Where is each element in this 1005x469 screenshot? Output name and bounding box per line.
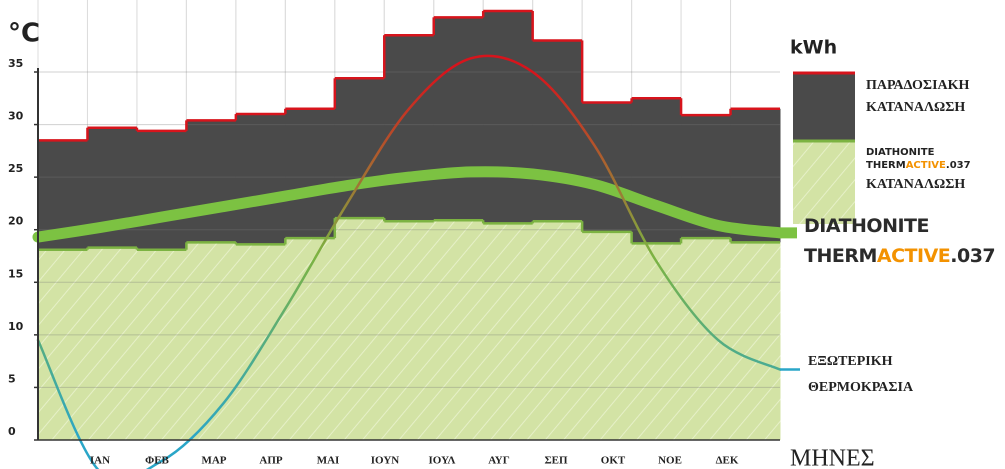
x-axis-title: ΜΗΝΕΣ: [790, 446, 875, 469]
step-bar: [532, 221, 583, 440]
y-tick-label: 15: [8, 267, 23, 280]
label-part: ΚΑΤΑΝΑΛΩΣΗ: [866, 177, 965, 192]
x-tick-label: ΑΠΡ: [259, 455, 283, 467]
y-tick-label: 10: [8, 320, 24, 333]
x-tick-label: ΜΑΡ: [201, 455, 226, 467]
x-tick-label: ΙΟΥΝ: [371, 455, 399, 467]
label-part: .037: [946, 160, 971, 171]
x-tick-label: ΑΥΓ: [488, 455, 509, 467]
legend-label: ΚΑΤΑΝΑΛΩΣΗ: [866, 177, 965, 192]
legend-label: DIATHONITE: [866, 147, 935, 158]
y-tick-label: 35: [8, 57, 23, 70]
label-part: ΚΑΤΑΝΑΛΩΣΗ: [866, 100, 965, 115]
unit-label: kWh: [790, 37, 837, 59]
curve-label: ΕΞΩΤΕΡΙΚΗ: [808, 354, 893, 369]
step-bar: [730, 242, 781, 440]
chart-title: °C: [8, 19, 40, 49]
step-bar: [433, 220, 484, 440]
label-part: THERM: [804, 245, 877, 267]
step-bar: [285, 238, 336, 440]
x-tick-label: ΣΕΠ: [544, 455, 568, 467]
label-part: DIATHONITE: [866, 147, 935, 158]
legend-swatch: [793, 72, 855, 140]
label-part: ΠΑΡΑΔΟΣΙΑΚΗ: [866, 78, 970, 93]
step-bar: [681, 238, 732, 440]
y-tick-label: 5: [8, 372, 16, 385]
curve-label: ΘΕΡΜΟΚΡΑΣΙΑ: [808, 380, 914, 395]
curve: [32, 166, 786, 243]
x-tick-label: ΦΕΒ: [145, 455, 169, 467]
step-bar: [631, 243, 682, 440]
step-bar: [483, 223, 534, 440]
x-tick-label: ΔΕΚ: [716, 455, 739, 467]
step-bar: [136, 249, 187, 440]
step-bar: [384, 221, 435, 440]
legend-swatch: [793, 140, 855, 224]
y-tick-label: 20: [8, 215, 24, 228]
curve: [36, 54, 782, 469]
step-bar: [235, 244, 286, 440]
label-part: ΘΕΡΜΟΚΡΑΣΙΑ: [808, 380, 914, 395]
x-tick-label: ΙΑΝ: [90, 455, 110, 467]
step-bar: [87, 247, 138, 440]
x-tick-label: ΜΑΙ: [317, 455, 340, 467]
y-tick-label: 30: [8, 110, 24, 123]
label-part: ACTIVE: [906, 160, 946, 171]
label-part: THERM: [866, 160, 906, 171]
y-tick-label: 0: [8, 425, 16, 438]
x-tick-label: ΝΟΕ: [658, 455, 682, 467]
step-bar: [38, 249, 88, 440]
legend-label: ΠΑΡΑΔΟΣΙΑΚΗ: [866, 78, 970, 93]
step-bar: [582, 231, 633, 440]
legend-label: ΚΑΤΑΝΑΛΩΣΗ: [866, 100, 965, 115]
curve-label: THERMACTIVE.037: [804, 245, 995, 267]
step-bar: [334, 218, 385, 440]
label-part: ACTIVE: [877, 245, 950, 267]
label-part: .037: [950, 245, 995, 267]
x-tick-label: ΙΟΥΛ: [429, 455, 456, 467]
x-tick-label: ΟΚΤ: [601, 455, 626, 467]
curve-label: DIATHONITE: [804, 215, 929, 237]
label-part: ΕΞΩΤΕΡΙΚΗ: [808, 354, 893, 369]
label-part: DIATHONITE: [804, 215, 929, 237]
step-bar: [186, 242, 237, 440]
y-tick-label: 25: [8, 162, 23, 175]
legend-label: THERMACTIVE.037: [866, 160, 971, 171]
